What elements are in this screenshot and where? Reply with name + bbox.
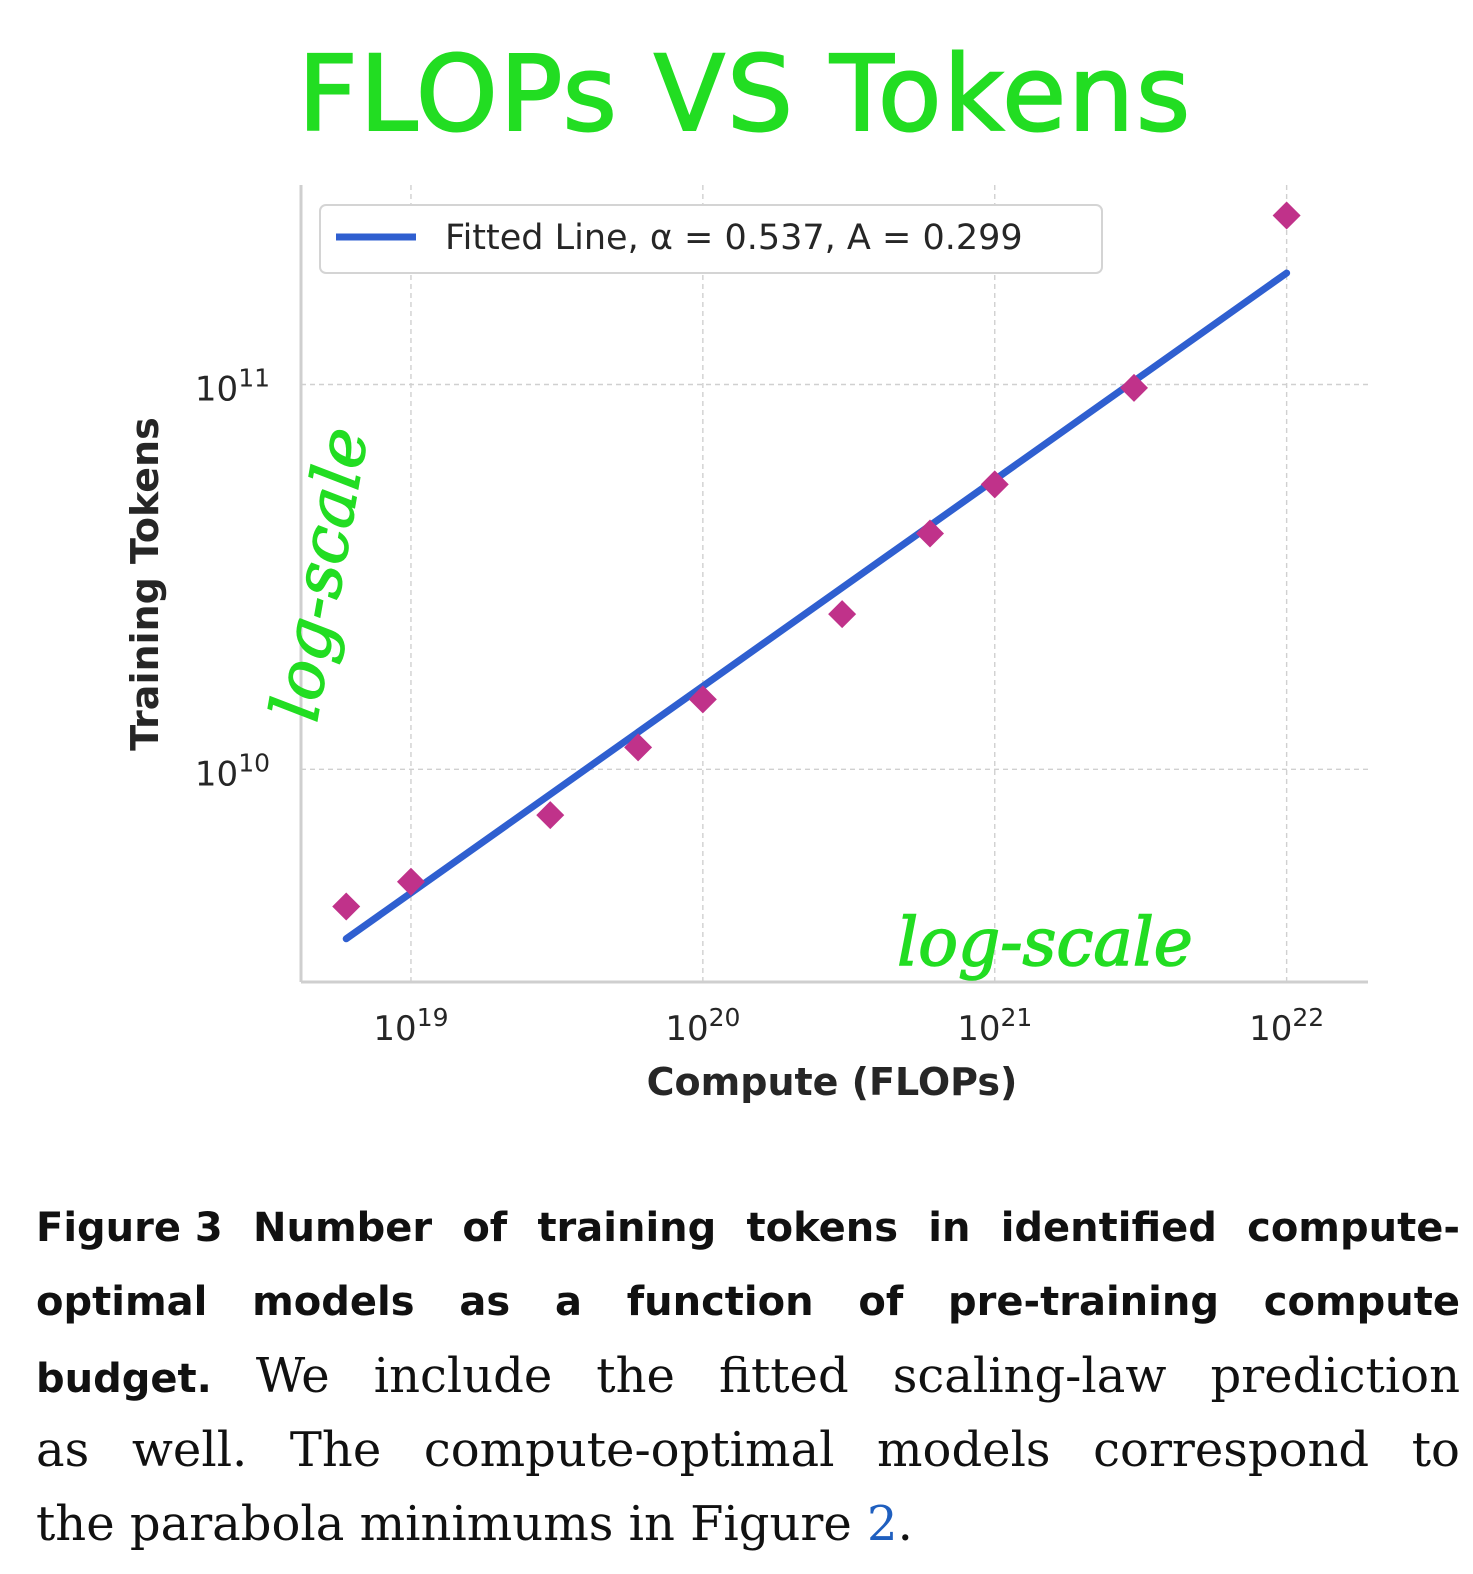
caption-word: as	[36, 1418, 89, 1482]
figure-2-link[interactable]: 2	[867, 1492, 898, 1556]
data-point	[397, 868, 425, 896]
y-tick-label: 1010	[195, 748, 270, 794]
x-tick-labels: 1019 1020 1021 1022	[373, 1003, 1324, 1049]
data-points	[332, 201, 1300, 920]
caption-line-2: optimal models as a function of pre-training co…	[36, 1270, 1460, 1344]
y-tick-labels: 1010 1011	[195, 364, 270, 795]
figure-caption: Figure 3 Number of training tokens in identifi…	[36, 1196, 1460, 1566]
caption-word: tokens	[747, 1196, 899, 1260]
caption-word: the	[596, 1344, 675, 1408]
caption-word: to	[1412, 1418, 1460, 1482]
axes	[301, 185, 1368, 982]
legend: Fitted Line, α = 0.537, A = 0.299	[320, 205, 1102, 273]
handwritten-y-note: log-scale	[256, 422, 383, 727]
handwritten-title: FLOPs VS Tokens	[298, 33, 1192, 155]
caption-word: identified	[1001, 1196, 1217, 1260]
legend-label: Fitted Line, α = 0.537, A = 0.299	[445, 218, 1023, 258]
caption-word: optimal	[36, 1270, 207, 1334]
caption-word: Number	[253, 1196, 432, 1260]
caption-word: models	[877, 1418, 1051, 1482]
caption-line-1: Figure 3 Number of training tokens in identifi…	[36, 1196, 1460, 1270]
caption-line-5: the parabola minimums in Figure 2.	[36, 1492, 1460, 1566]
caption-word: prediction	[1210, 1344, 1460, 1408]
caption-line-4: as well. The compute-optimal models correspon…	[36, 1418, 1460, 1492]
y-tick-label: 1011	[195, 364, 270, 410]
caption-word: pre-training	[948, 1270, 1219, 1334]
caption-word: compute-	[1247, 1196, 1460, 1260]
caption-word: We	[256, 1344, 330, 1408]
caption-word: as	[459, 1270, 510, 1334]
x-tick-label: 1021	[957, 1003, 1032, 1049]
caption-word: training	[537, 1196, 716, 1260]
fitted-line-group	[346, 273, 1286, 939]
caption-word: compute-optimal	[424, 1418, 835, 1482]
data-point	[828, 600, 856, 628]
data-point	[1273, 201, 1301, 229]
data-point	[332, 892, 360, 920]
caption-word: fitted	[719, 1344, 849, 1408]
caption-word: function	[627, 1270, 814, 1334]
handwritten-x-note: log-scale	[897, 904, 1193, 981]
caption-word: of	[462, 1196, 507, 1260]
caption-period: .	[898, 1492, 913, 1556]
caption-word: compute	[1264, 1270, 1460, 1334]
caption-bold-lead: budget.	[36, 1347, 212, 1411]
x-tick-label: 1019	[373, 1003, 448, 1049]
caption-line-3: budget. We include the fitted scaling-law pred…	[36, 1344, 1460, 1418]
data-point	[916, 519, 944, 547]
caption-word: Figure 3	[36, 1196, 223, 1260]
caption-word: correspond	[1093, 1418, 1369, 1482]
chart: 1019 1020 1021 1022 1010 1011 Fitted Line, α…	[0, 0, 1473, 1140]
x-axis-label: Compute (FLOPs)	[647, 1060, 1018, 1104]
x-tick-label: 1022	[1249, 1003, 1324, 1049]
handwritten-annotations: FLOPs VS Tokens log-scale log-scale	[256, 33, 1193, 981]
caption-word: scaling-law	[893, 1344, 1167, 1408]
caption-word: of	[858, 1270, 903, 1334]
caption-word: include	[374, 1344, 553, 1408]
caption-word: models	[252, 1270, 414, 1334]
caption-word: a	[555, 1270, 582, 1334]
caption-word: The	[290, 1418, 381, 1482]
caption-text: the parabola minimums in Figure	[36, 1492, 867, 1556]
caption-word: well.	[132, 1418, 247, 1482]
y-axis-label: Training Tokens	[123, 417, 167, 750]
x-tick-label: 1020	[665, 1003, 740, 1049]
grid	[301, 185, 1368, 982]
caption-word: in	[928, 1196, 970, 1260]
fitted-line	[346, 273, 1286, 939]
